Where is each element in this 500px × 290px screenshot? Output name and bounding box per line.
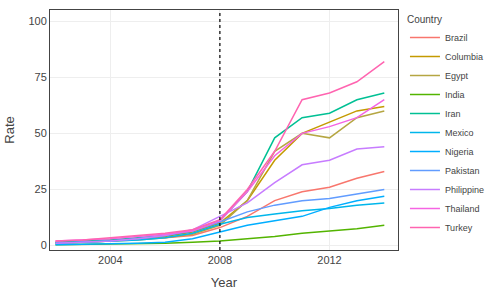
svg-text:Philippine: Philippine xyxy=(445,185,484,195)
svg-text:Iran: Iran xyxy=(445,109,461,119)
svg-text:Columbia: Columbia xyxy=(445,52,483,62)
svg-text:2008: 2008 xyxy=(208,254,232,266)
svg-text:Egypt: Egypt xyxy=(445,71,469,81)
svg-text:Rate: Rate xyxy=(2,116,17,143)
svg-text:50: 50 xyxy=(35,127,47,139)
svg-text:Thailand: Thailand xyxy=(445,204,480,214)
svg-text:Mexico: Mexico xyxy=(445,128,474,138)
svg-text:Pakistan: Pakistan xyxy=(445,166,480,176)
svg-text:Country: Country xyxy=(407,14,442,25)
svg-text:India: India xyxy=(445,90,465,100)
svg-text:Year: Year xyxy=(211,275,238,290)
svg-text:75: 75 xyxy=(35,71,47,83)
svg-text:Nigeria: Nigeria xyxy=(445,147,474,157)
svg-text:Turkey: Turkey xyxy=(445,223,473,233)
svg-text:Brazil: Brazil xyxy=(445,33,468,43)
svg-text:25: 25 xyxy=(35,183,47,195)
svg-text:2004: 2004 xyxy=(98,254,122,266)
svg-text:2012: 2012 xyxy=(317,254,341,266)
svg-text:0: 0 xyxy=(41,239,47,251)
svg-text:100: 100 xyxy=(28,15,46,27)
